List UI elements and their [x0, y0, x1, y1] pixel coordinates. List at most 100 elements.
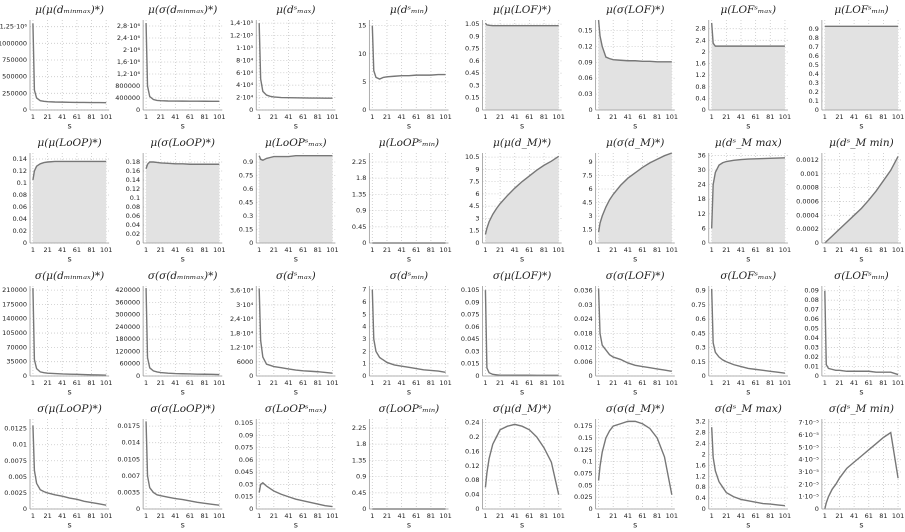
y-tick-label: 0.45	[465, 69, 479, 77]
y-tick-label: 0.075	[574, 469, 593, 477]
x-tick-label: 81	[87, 512, 95, 520]
y-tick-label: 1.35	[352, 190, 366, 198]
line	[710, 22, 785, 47]
x-axis-label: s	[633, 388, 637, 397]
x-tick-label: 41	[171, 512, 179, 520]
chart-title: μ(μ(LOF)*)	[493, 4, 551, 16]
y-tick-label: 4·10⁴	[236, 81, 253, 89]
x-tick-label: 41	[171, 246, 179, 254]
line	[258, 155, 333, 161]
y-tick-label: 0	[249, 239, 253, 247]
y-tick-label: 2.8	[695, 429, 705, 437]
x-tick-label: 41	[737, 113, 745, 121]
y-tick-label: 0.15	[465, 94, 479, 102]
y-tick-label: 0	[136, 239, 140, 247]
line	[32, 160, 107, 181]
y-tick-label: 300000	[115, 311, 140, 319]
y-tick-label: 7.5	[469, 178, 479, 186]
x-axis-label: s	[859, 122, 863, 131]
y-tick-label: 0.9	[356, 473, 366, 481]
y-tick-label: 2·10⁶	[123, 46, 140, 54]
y-tick-label: 0.0125	[4, 425, 27, 433]
x-tick-label: 81	[87, 113, 95, 121]
y-tick-label: 7·10⁻⁵	[798, 419, 819, 427]
area	[711, 22, 785, 110]
x-axis-label: s	[67, 521, 71, 530]
y-tick-label: 0.04	[13, 215, 27, 223]
area	[32, 161, 107, 243]
y-tick-label: 0.45	[352, 489, 366, 497]
y-tick-label: 0.001	[800, 170, 819, 178]
y-tick-label: 5·10⁻⁵	[798, 443, 819, 451]
y-tick-label: 15	[358, 22, 366, 30]
y-tick-label: 1	[362, 360, 366, 368]
y-tick-label: 0.06	[126, 212, 140, 220]
y-tick-label: 6000	[237, 358, 254, 366]
y-tick-label: 1·10⁻⁵	[798, 493, 819, 501]
x-tick-label: 81	[879, 113, 887, 121]
y-tick-label: 0.6	[695, 315, 705, 323]
y-tick-label: 1·10⁵	[236, 44, 253, 52]
y-tick-label: 0.4	[695, 94, 705, 102]
line	[597, 420, 673, 495]
x-tick-label: 1	[710, 113, 714, 121]
y-tick-label: 6	[702, 224, 706, 232]
line	[371, 289, 446, 373]
line	[32, 288, 107, 376]
chart-title: μ(σ(d_M)*)	[606, 137, 664, 149]
chart-title: σ(LoOPˢₘᵢₙ)	[379, 403, 440, 415]
y-tick-label: 0	[475, 106, 479, 114]
x-tick-label: 21	[270, 246, 278, 254]
y-tick-label: 6	[362, 298, 366, 306]
x-tick-label: 81	[201, 246, 209, 254]
y-tick-label: 0	[702, 106, 706, 114]
x-tick-label: 21	[609, 113, 617, 121]
x-tick-label: 101	[439, 379, 451, 387]
y-tick-label: 0.12	[126, 185, 140, 193]
chart-title: σ(LoOPˢₘₐₓ)	[265, 403, 327, 415]
x-tick-label: 101	[779, 246, 791, 254]
x-tick-label: 61	[638, 379, 646, 387]
line	[145, 288, 220, 376]
y-tick-label: 1,2·10⁶	[117, 70, 141, 78]
y-tick-label: 0	[23, 372, 27, 380]
x-tick-label: 101	[666, 512, 678, 520]
y-tick-label: 0.045	[235, 468, 254, 476]
y-tick-label: 3·10⁻⁵	[798, 468, 819, 476]
x-tick-label: 41	[284, 246, 292, 254]
y-tick-label: 0.025	[574, 493, 593, 501]
x-tick-label: 41	[850, 379, 858, 387]
x-tick-label: 1	[370, 379, 374, 387]
y-tick-label: 70000	[6, 343, 27, 351]
line	[371, 25, 446, 80]
x-tick-label: 1	[31, 512, 35, 520]
y-tick-label: 0	[249, 106, 253, 114]
x-tick-label: 61	[73, 246, 81, 254]
x-tick-label: 41	[284, 379, 292, 387]
x-tick-label: 81	[427, 512, 435, 520]
y-tick-label: 0.3	[469, 81, 479, 89]
y-tick-label: 175000	[2, 300, 27, 308]
y-tick-label: 0.6	[243, 185, 253, 193]
x-tick-label: 21	[722, 379, 730, 387]
y-tick-label: 0	[815, 239, 819, 247]
x-tick-label: 81	[653, 246, 661, 254]
chart-title: σ(dˢₘₐₓ)	[276, 270, 316, 282]
line	[824, 156, 899, 244]
y-tick-label: 0.01	[13, 441, 27, 449]
y-tick-label: 4.5	[469, 202, 479, 210]
x-tick-label: 61	[751, 113, 759, 121]
y-tick-label: 2,4·10⁶	[117, 34, 141, 42]
y-tick-label: 0	[362, 505, 366, 513]
y-tick-label: 6·10⁻⁵	[798, 431, 819, 439]
chart-title: σ(μ(LOF)*)	[493, 270, 552, 282]
x-tick-label: 61	[525, 113, 533, 121]
y-tick-label: 0.2	[809, 88, 819, 96]
chart-title: σ(σ(LoOP)*)	[150, 403, 215, 415]
chart-title: μ(μ(dₘᵢₙₘₐₓ)*)	[35, 4, 104, 16]
y-tick-label: 4·10⁻⁵	[798, 456, 819, 464]
x-tick-label: 61	[299, 512, 307, 520]
x-tick-label: 21	[496, 512, 504, 520]
y-tick-label: 0	[249, 505, 253, 513]
y-tick-label: 0.8	[695, 83, 705, 91]
